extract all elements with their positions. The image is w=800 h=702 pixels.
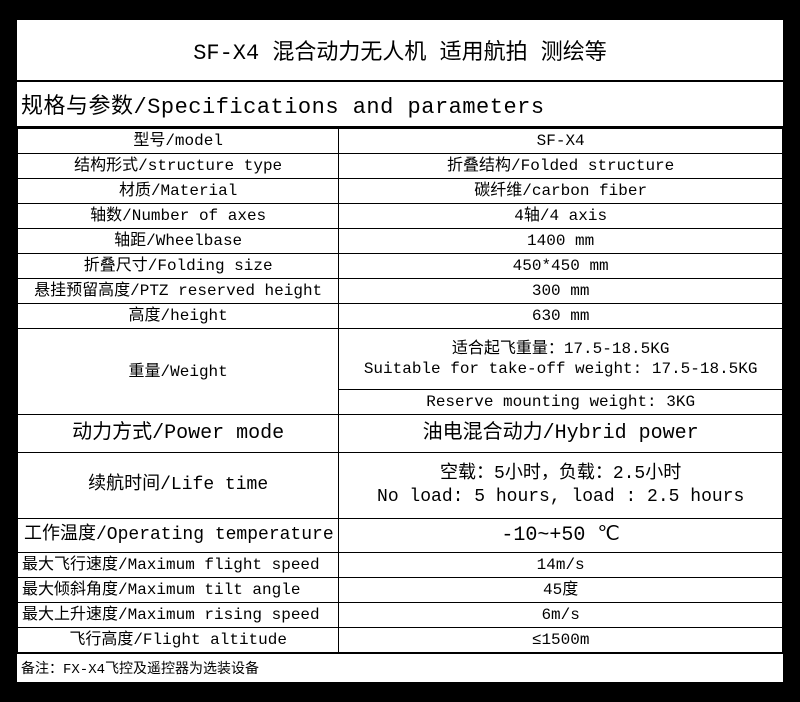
label-life: 续航时间/Life time bbox=[18, 453, 339, 519]
product-title: SF-X4 混合动力无人机 适用航拍 测绘等 bbox=[17, 20, 783, 82]
footnote: 备注：FX-X4飞控及遥控器为选装设备 bbox=[17, 653, 783, 682]
row-ptz: 悬挂预留高度/PTZ reserved height 300 mm bbox=[18, 279, 783, 304]
label-tilt: 最大倾斜角度/Maximum tilt angle bbox=[18, 578, 339, 603]
row-rise: 最大上升速度/Maximum rising speed 6m/s bbox=[18, 603, 783, 628]
value-altitude: ≤1500m bbox=[339, 628, 783, 653]
value-life: 空载：5小时，负载：2.5小时 No load: 5 hours, load :… bbox=[339, 453, 783, 519]
value-material: 碳纤维/carbon fiber bbox=[339, 179, 783, 204]
spec-sheet: SF-X4 混合动力无人机 适用航拍 测绘等 规格与参数/Specificati… bbox=[15, 18, 785, 684]
label-axes: 轴数/Number of axes bbox=[18, 204, 339, 229]
label-ptz: 悬挂预留高度/PTZ reserved height bbox=[18, 279, 339, 304]
row-temp: 工作温度/Operating temperature -10~+50 ℃ bbox=[18, 519, 783, 553]
value-weight-reserve: Reserve mounting weight: 3KG bbox=[339, 390, 783, 415]
row-wheelbase: 轴距/Wheelbase 1400 mm bbox=[18, 229, 783, 254]
label-weight: 重量/Weight bbox=[18, 329, 339, 415]
spec-table: 型号/model SF-X4 结构形式/structure type 折叠结构/… bbox=[17, 128, 783, 653]
value-axes: 4轴/4 axis bbox=[339, 204, 783, 229]
label-model: 型号/model bbox=[18, 129, 339, 154]
value-folding: 450*450 mm bbox=[339, 254, 783, 279]
value-power: 油电混合动力/Hybrid power bbox=[339, 415, 783, 453]
row-model: 型号/model SF-X4 bbox=[18, 129, 783, 154]
value-temp: -10~+50 ℃ bbox=[339, 519, 783, 553]
label-rise: 最大上升速度/Maximum rising speed bbox=[18, 603, 339, 628]
label-power: 动力方式/Power mode bbox=[18, 415, 339, 453]
value-weight-takeoff: 适合起飞重量：17.5-18.5KG Suitable for take-off… bbox=[339, 329, 783, 390]
row-axes: 轴数/Number of axes 4轴/4 axis bbox=[18, 204, 783, 229]
value-structure: 折叠结构/Folded structure bbox=[339, 154, 783, 179]
section-header: 规格与参数/Specifications and parameters bbox=[17, 82, 783, 128]
row-altitude: 飞行高度/Flight altitude ≤1500m bbox=[18, 628, 783, 653]
value-wheelbase: 1400 mm bbox=[339, 229, 783, 254]
row-life: 续航时间/Life time 空载：5小时，负载：2.5小时 No load: … bbox=[18, 453, 783, 519]
row-maxspeed: 最大飞行速度/Maximum flight speed 14m/s bbox=[18, 553, 783, 578]
value-tilt: 45度 bbox=[339, 578, 783, 603]
row-power: 动力方式/Power mode 油电混合动力/Hybrid power bbox=[18, 415, 783, 453]
value-height: 630 mm bbox=[339, 304, 783, 329]
label-maxspeed: 最大飞行速度/Maximum flight speed bbox=[18, 553, 339, 578]
row-tilt: 最大倾斜角度/Maximum tilt angle 45度 bbox=[18, 578, 783, 603]
value-model: SF-X4 bbox=[339, 129, 783, 154]
label-height: 高度/height bbox=[18, 304, 339, 329]
row-folding: 折叠尺寸/Folding size 450*450 mm bbox=[18, 254, 783, 279]
label-folding: 折叠尺寸/Folding size bbox=[18, 254, 339, 279]
row-weight-1: 重量/Weight 适合起飞重量：17.5-18.5KG Suitable fo… bbox=[18, 329, 783, 390]
label-wheelbase: 轴距/Wheelbase bbox=[18, 229, 339, 254]
row-material: 材质/Material 碳纤维/carbon fiber bbox=[18, 179, 783, 204]
row-height: 高度/height 630 mm bbox=[18, 304, 783, 329]
label-temp: 工作温度/Operating temperature bbox=[18, 519, 339, 553]
value-maxspeed: 14m/s bbox=[339, 553, 783, 578]
value-ptz: 300 mm bbox=[339, 279, 783, 304]
label-altitude: 飞行高度/Flight altitude bbox=[18, 628, 339, 653]
row-structure: 结构形式/structure type 折叠结构/Folded structur… bbox=[18, 154, 783, 179]
value-rise: 6m/s bbox=[339, 603, 783, 628]
label-structure: 结构形式/structure type bbox=[18, 154, 339, 179]
label-material: 材质/Material bbox=[18, 179, 339, 204]
